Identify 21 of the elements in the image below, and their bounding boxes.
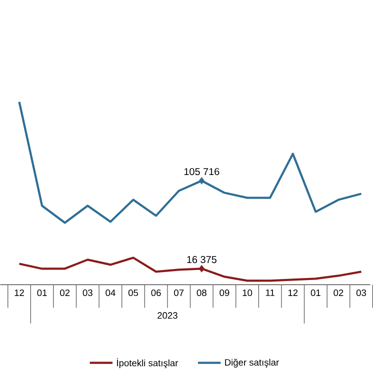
legend-label: İpotekli satışlar: [117, 358, 178, 368]
text: 2023: [158, 312, 178, 319]
x-tick-label: 02: [334, 290, 344, 296]
x-tick-label: 01: [310, 290, 320, 296]
x-tick-label: 01: [37, 290, 47, 296]
x-tick-label: 12: [288, 290, 298, 296]
x-tick-label: 11: [266, 289, 274, 296]
x-tick-label: 09: [220, 290, 230, 296]
x-tick-label: 03: [356, 290, 366, 296]
x-tick-label: 07: [174, 290, 184, 296]
x-tick-label: 02: [60, 290, 70, 296]
x-tick-label: 05: [128, 290, 138, 296]
data-label: 16 375: [187, 256, 216, 264]
data-label: 105 716: [184, 168, 220, 176]
x-tick-label: 03: [82, 290, 92, 296]
x-tick-label: 06: [151, 290, 161, 296]
legend-label: Diğer satışlar: [225, 358, 279, 368]
x-tick-label: 08: [196, 290, 206, 296]
x-tick-label: 12: [14, 290, 24, 296]
x-tick-label: 10: [242, 290, 252, 296]
x-tick-label: 04: [106, 290, 116, 296]
